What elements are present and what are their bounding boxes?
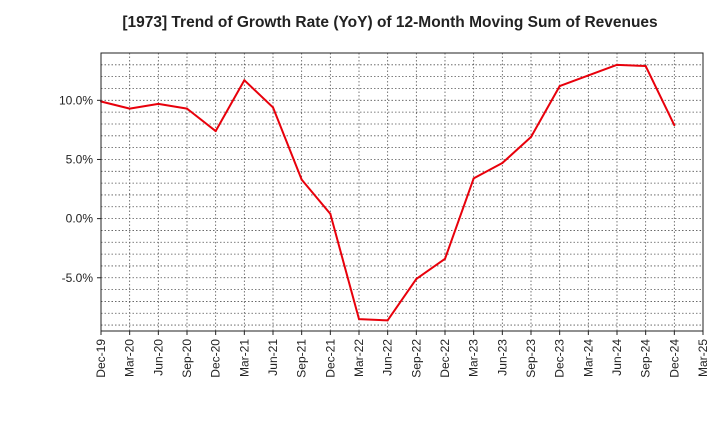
y-tick-label: 0.0% [66,212,94,226]
plot-frame [100,52,704,332]
x-tick-label: Jun-21 [266,339,280,376]
data-point [587,74,590,77]
x-tick-label: Jun-20 [151,339,165,376]
y-tick-label: 5.0% [66,152,94,166]
x-tick-label: Jun-24 [610,339,624,376]
data-point [329,212,332,215]
x-tick-label: Sep-22 [409,339,423,378]
chart-title: [1973] Trend of Growth Rate (YoY) of 12-… [122,14,658,31]
x-tick-label: Dec-20 [209,339,223,378]
data-point [128,107,131,110]
data-point [501,162,504,165]
grid [101,52,703,331]
data-point [558,85,561,88]
x-tick-label: Mar-23 [467,339,481,377]
data-point [530,135,532,138]
x-tick-label: Mar-21 [237,339,251,377]
data-point [444,257,446,260]
data-point [243,79,246,82]
x-tick-label: Sep-21 [295,339,309,378]
y-tick-label: -5.0% [62,271,94,285]
x-tick-label: Dec-22 [438,339,452,378]
data-point [386,319,389,322]
x-tick-label: Mar-24 [581,339,595,377]
x-tick-label: Sep-20 [180,339,194,378]
y-axis: -5.0% 0.0% 5.0% 10.0% [59,93,101,285]
data-point [472,177,475,180]
x-tick-label: Mar-22 [352,339,366,377]
x-axis: Dec-19 Mar-20 Jun-20 Sep-20 Dec-20 Mar-21 Jun-… [94,331,710,378]
x-tick-label: Jun-23 [495,339,509,376]
data-point [616,63,618,66]
x-tick-label: Mar-20 [123,339,137,377]
x-tick-label: Dec-21 [323,339,337,378]
data-point [300,178,303,181]
data-point [358,318,360,321]
data-point [415,277,418,280]
x-tick-label: Jun-22 [381,339,395,376]
data-point [186,107,188,110]
x-tick-label: Dec-19 [94,339,108,378]
x-tick-label: Sep-24 [639,339,653,378]
data-point [272,106,274,109]
data-point [644,65,647,68]
x-tick-label: Sep-23 [524,339,538,378]
data-point [673,124,676,127]
data-point [214,130,217,133]
x-tick-label: Mar-25 [696,339,710,377]
series-layer [100,63,676,322]
y-tick-label: 10.0% [59,93,93,107]
data-point [157,102,160,105]
x-tick-label: Dec-24 [667,339,681,378]
x-tick-label: Dec-23 [553,339,567,378]
